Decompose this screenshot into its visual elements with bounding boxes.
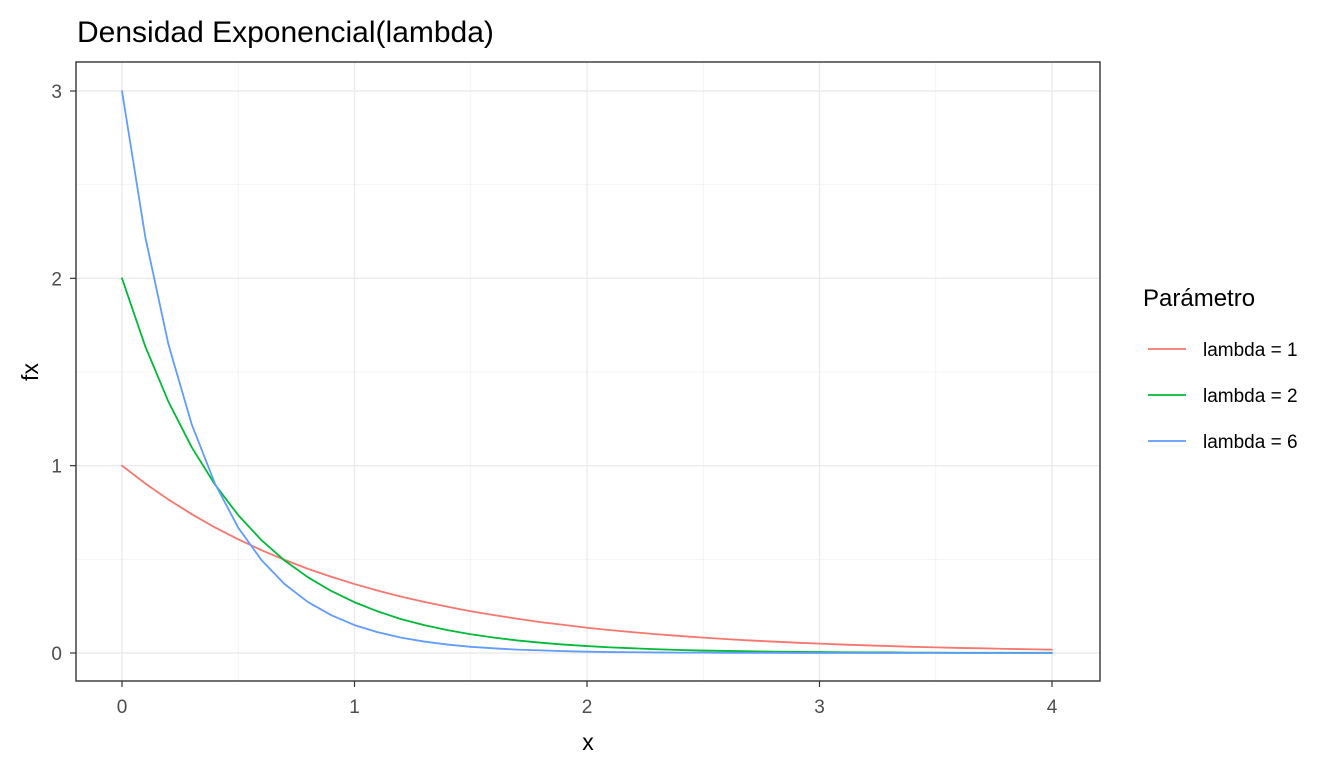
series-line-1	[121, 464, 1053, 651]
y-tick-label: 2	[51, 269, 62, 290]
legend-title: Parámetro	[1143, 285, 1255, 312]
x-tick-label: 4	[1047, 697, 1058, 718]
x-tick-label: 1	[349, 697, 360, 718]
y-axis-title: fx	[17, 363, 43, 381]
y-tick-label: 1	[51, 457, 62, 478]
panel-border	[75, 61, 1101, 682]
legend-label-3: lambda = 6	[1203, 432, 1298, 453]
legend-label-2: lambda = 2	[1203, 386, 1298, 407]
axes-layer: 0 1 2 3 4 0 1 2 3	[51, 82, 1057, 718]
x-tick-label: 3	[814, 697, 825, 718]
x-axis-title: x	[582, 729, 594, 755]
chart-title: Densidad Exponencial(lambda)	[77, 16, 494, 49]
series-line-3	[121, 90, 1053, 654]
x-tick-label: 0	[117, 697, 128, 718]
x-tick-label: 2	[582, 697, 593, 718]
y-tick-label: 3	[51, 82, 62, 103]
grid-layer	[76, 62, 1100, 681]
y-tick-label: 0	[51, 644, 62, 665]
legend-label-1: lambda = 1	[1203, 340, 1298, 361]
legend: Parámetro lambda = 1 lambda = 2 lambda = 6	[1143, 285, 1298, 453]
series-layer	[121, 90, 1053, 654]
